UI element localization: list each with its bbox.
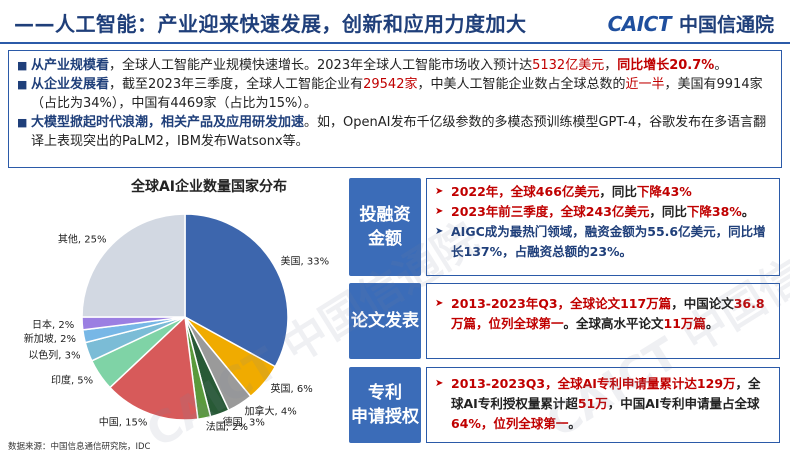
arrow-bullet-icon: ➤	[435, 298, 444, 309]
investment-bullet-aigc: ➤ AIGC成为最热门领域，融资金额为55.6亿美元，同比增长137%，占融资总…	[435, 222, 771, 262]
papers-bullet: ➤ 2013-2023年Q3，全球论文117万篇，中国论文36.8万篇，位列全球…	[435, 294, 771, 334]
label-papers: 论文发表	[349, 283, 421, 359]
investment-bullet-2022: ➤ 2022年，全球466亿美元，同比下降43%	[435, 182, 771, 202]
pie-slice-label: 印度, 5%	[51, 373, 93, 386]
summary-bullet-enterprise: ■ 从企业发展看，截至2023年三季度，全球人工智能企业有29542家，中美人工…	[17, 77, 763, 111]
pie-slice-label: 德国, 3%	[223, 415, 265, 428]
arrow-bullet-icon: ➤	[435, 206, 444, 217]
pie-slice-label: 以色列, 3%	[28, 349, 80, 362]
summary-bullet-models: ■ 大模型掀起时代浪潮，相关产品及应用研发加速。如，OpenAI发布千亿级参数的…	[17, 115, 767, 149]
bullet-lead: 大模型掀起时代浪潮，相关产品及应用研发加速	[31, 115, 305, 130]
pie-chart: 美国, 33% 英国, 6% 加拿大, 4%德国, 3%法国, 2% 中国, 15% 印…	[24, 213, 330, 433]
share-half: 近一半	[625, 77, 665, 92]
pie-slice-label: 新加坡, 2%	[24, 332, 76, 345]
panel-investment: ➤ 2022年，全球466亿美元，同比下降43% ➤ 2023年前三季度，全球2…	[426, 178, 780, 276]
pie-slice-label: 中国, 15%	[99, 415, 148, 428]
panel-papers: ➤ 2013-2023年Q3，全球论文117万篇，中国论文36.8万篇，位列全球…	[426, 283, 780, 359]
square-bullet-icon: ■	[17, 59, 28, 72]
pie-slice-label: 日本, 2%	[32, 318, 74, 331]
pie-slice-label: 其他, 25%	[58, 233, 107, 246]
bullet-lead: 从企业发展看	[31, 77, 110, 92]
arrow-bullet-icon: ➤	[435, 378, 444, 389]
pie-slice-label: 加拿大, 4%	[244, 405, 296, 418]
patents-bullet: ➤ 2013-2023Q3，全球AI专利申请量累计达129万，全球AI专利授权量…	[435, 374, 771, 434]
data-source: 数据来源：中国信息通信研究院，IDC	[8, 442, 151, 452]
title-divider	[0, 42, 790, 44]
chart-title: 全球AI企业数量国家分布	[130, 179, 288, 195]
pie-slice-label: 法国, 2%	[206, 420, 248, 433]
pie-slice-label: 美国, 33%	[281, 254, 330, 267]
pie-slice	[81, 213, 186, 318]
arrow-bullet-icon: ➤	[435, 226, 444, 237]
square-bullet-icon: ■	[17, 116, 28, 129]
market-revenue: 5132亿美元	[532, 58, 605, 73]
logo-en: CAICT	[607, 11, 672, 36]
label-investment: 投融资 金额	[349, 178, 421, 276]
summary-bullet-industry: ■ 从产业规模看，全球人工智能产业规模快速增长。2023年全球人工智能市场收入预…	[17, 58, 728, 73]
caict-logo: CAICT 中国信通院	[608, 10, 774, 37]
square-bullet-icon: ■	[17, 78, 28, 91]
pie-slice-label: 英国, 6%	[271, 382, 313, 395]
pie-slice	[184, 213, 289, 368]
arrow-bullet-icon: ➤	[435, 186, 444, 197]
panel-patents: ➤ 2013-2023Q3，全球AI专利申请量累计达129万，全球AI专利授权量…	[426, 367, 780, 443]
bullet-lead: 从产业规模看	[31, 58, 110, 73]
enterprise-count: 29542家	[363, 77, 418, 92]
logo-cn: 中国信通院	[678, 14, 774, 36]
investment-bullet-2023: ➤ 2023年前三季度，全球243亿美元，同比下降38%。	[435, 202, 771, 222]
growth-rate: 同比增长20.7%	[617, 58, 715, 73]
summary-box: ■ 从产业规模看，全球人工智能产业规模快速增长。2023年全球人工智能市场收入预…	[8, 50, 782, 168]
page-title: ——人工智能：产业迎来快速发展，创新和应用力度加大	[14, 12, 527, 36]
pie-slice	[108, 315, 199, 421]
label-patents: 专利 申请授权	[349, 367, 421, 443]
